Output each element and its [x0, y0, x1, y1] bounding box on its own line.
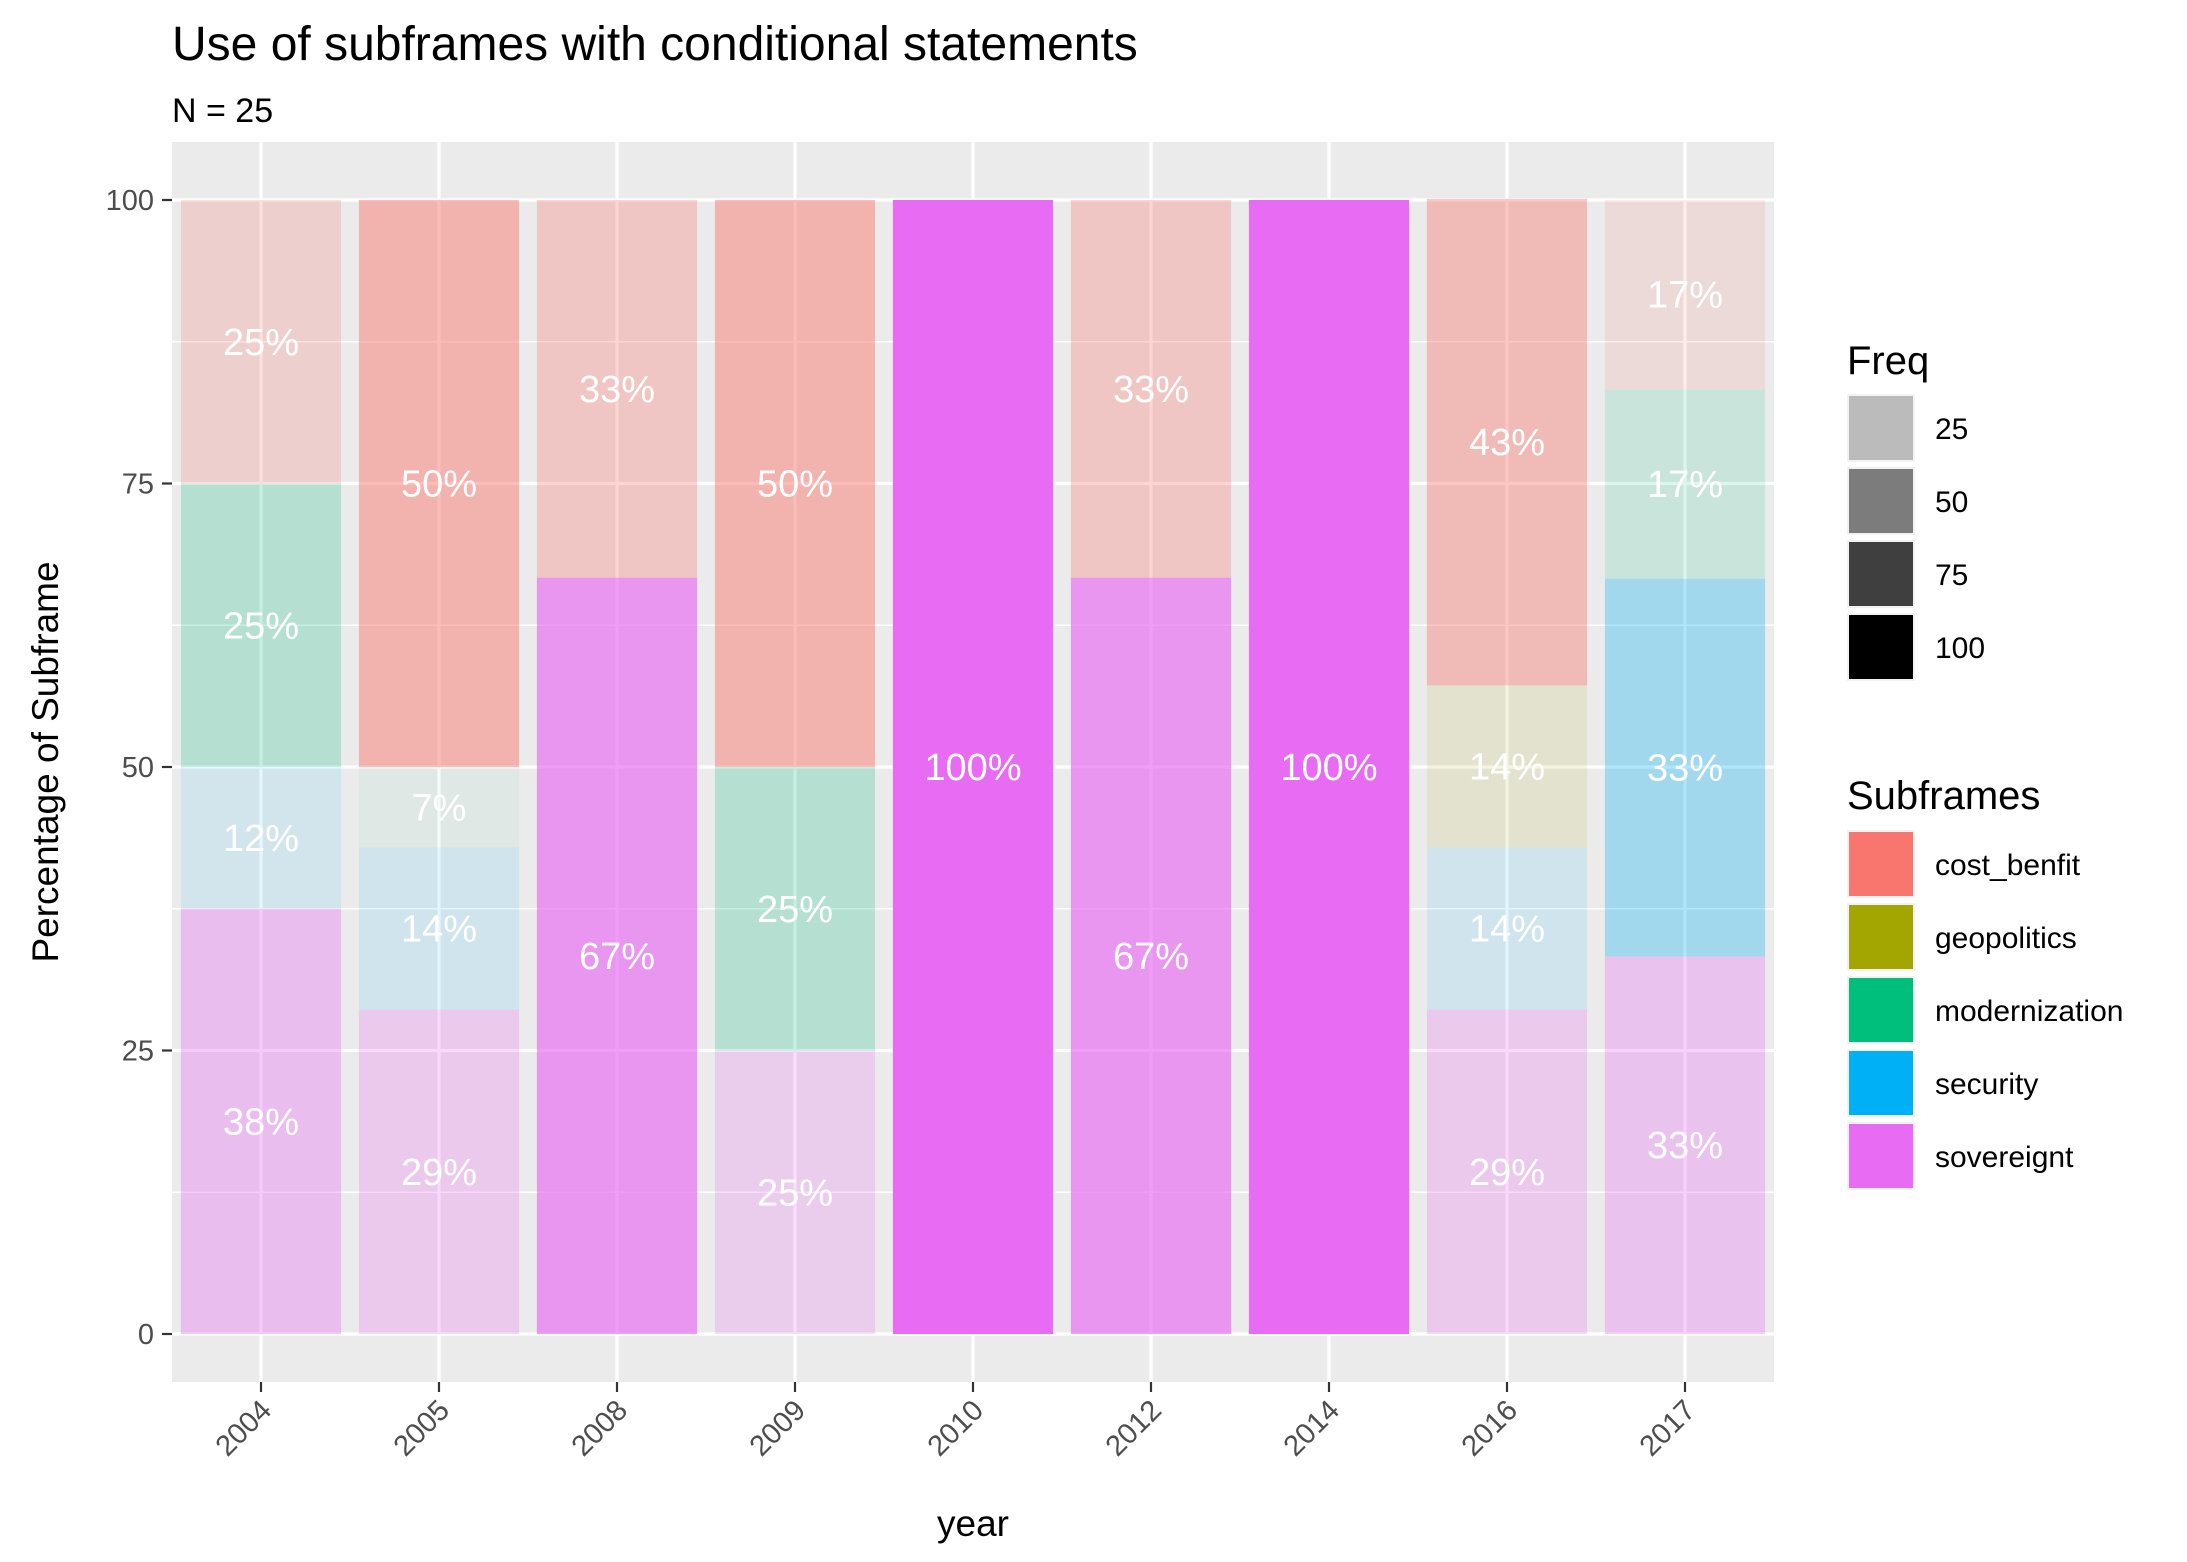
x-tick-label: 2016 [1456, 1394, 1524, 1462]
bar-segment-security-2005 [358, 847, 520, 1010]
bar-segment-cost_benfit-2016 [1426, 198, 1588, 686]
data-label-sovereignt-2010: 100% [924, 747, 1021, 789]
y-axis-title: Percentage of Subframe [25, 561, 66, 962]
data-label-security-2004: 12% [223, 818, 299, 860]
bar-segment-modernization-2005 [358, 767, 520, 848]
bar-segment-sovereignt-2012 [1070, 577, 1232, 1334]
x-axis-title: year [937, 1503, 1009, 1544]
bar-segment-security-2004 [180, 767, 342, 909]
bar-segment-modernization-2009 [714, 767, 876, 1051]
data-label-sovereignt-2014: 100% [1280, 747, 1377, 789]
legend-freq-key-25 [1849, 396, 1913, 460]
data-label-cost_benfit-2016: 43% [1469, 422, 1545, 464]
bar-segment-geopolitics-2016 [1426, 685, 1588, 848]
bar-segment-sovereignt-2008 [536, 577, 698, 1334]
legend-freq-keys: 25 50 75 100 [1847, 394, 1985, 681]
legend-subframe-label: cost_benfit [1935, 849, 2081, 882]
bar-segment-sovereignt-2005 [358, 1009, 520, 1334]
x-tick-label: 2009 [744, 1394, 812, 1462]
data-labels: 38% 12% 25% 25% 29% 14% 7% 50% 67% 33% 25% 25% 50% 10… [223, 275, 1723, 1215]
data-label-sovereignt-2009: 25% [757, 1172, 833, 1214]
y-tick-label: 100 [106, 185, 154, 217]
data-label-modernization-2009: 25% [757, 889, 833, 931]
legend-freq-key-100 [1849, 615, 1913, 679]
x-tick-label: 2008 [566, 1394, 634, 1462]
data-label-modernization-2017: 17% [1647, 464, 1723, 506]
legend-subframe-label: geopolitics [1935, 922, 2077, 955]
y-axis: 0 25 50 75 100 [106, 185, 172, 1351]
bar-segment-cost_benfit-2017 [1604, 200, 1766, 390]
data-label-security-2017: 33% [1647, 748, 1723, 790]
bar-segment-sovereignt-2010 [892, 200, 1054, 1334]
legend-subframe-label: security [1935, 1068, 2038, 1101]
bar-segment-sovereignt-2016 [1426, 1009, 1588, 1334]
legend-subframe-key-cost_benfit [1849, 832, 1913, 896]
legend-freq-label: 100 [1935, 632, 1985, 665]
bar-segment-sovereignt-2014 [1248, 200, 1410, 1334]
data-label-cost_benfit-2008: 33% [579, 369, 655, 411]
bar-segment-cost_benfit-2008 [536, 200, 698, 578]
chart-title: Use of subframes with conditional statem… [172, 18, 1138, 71]
x-tick-label: 2017 [1634, 1394, 1702, 1462]
data-label-cost_benfit-2004: 25% [223, 322, 299, 364]
data-label-modernization-2004: 25% [223, 605, 299, 647]
data-label-security-2005: 14% [401, 909, 477, 951]
bars [180, 198, 1766, 1334]
data-label-security-2016: 14% [1469, 909, 1545, 951]
data-label-sovereignt-2017: 33% [1647, 1125, 1723, 1167]
legend-subframe-label: sovereignt [1935, 1141, 2074, 1174]
x-tick-label: 2014 [1278, 1394, 1346, 1462]
x-tick-label: 2005 [388, 1394, 456, 1462]
bar-segment-security-2016 [1426, 847, 1588, 1010]
legend-freq-label: 50 [1935, 486, 1968, 519]
y-tick-label: 50 [122, 752, 154, 784]
legend: Freq 25 50 75 100 Subframes cost_benfitgeop… [1847, 339, 2123, 1190]
data-label-sovereignt-2004: 38% [223, 1101, 299, 1143]
x-tick-label: 2012 [1100, 1394, 1168, 1462]
legend-freq-label: 75 [1935, 559, 1968, 592]
bar-segment-cost_benfit-2005 [358, 200, 520, 767]
legend-freq-key-75 [1849, 542, 1913, 606]
bar-segment-modernization-2017 [1604, 389, 1766, 579]
legend-freq-key-50 [1849, 469, 1913, 533]
x-axis: 2004 2005 2008 2009 2010 2012 2014 2016 2017 [210, 1382, 1702, 1463]
bar-segment-cost_benfit-2004 [180, 200, 342, 484]
data-label-sovereignt-2016: 29% [1469, 1152, 1545, 1194]
legend-subframe-key-geopolitics [1849, 905, 1913, 969]
legend-subframes-title: Subframes [1847, 774, 2040, 818]
bar-segment-security-2017 [1604, 578, 1766, 957]
y-tick-label: 25 [122, 1036, 154, 1068]
legend-freq-key-bg [1847, 467, 1915, 535]
bar-segment-modernization-2004 [180, 483, 342, 767]
data-label-sovereignt-2005: 29% [401, 1152, 477, 1194]
bar-segment-cost_benfit-2009 [714, 200, 876, 767]
bar-segment-sovereignt-2004 [180, 908, 342, 1334]
data-label-geopolitics-2016: 14% [1469, 746, 1545, 788]
bar-segment-sovereignt-2009 [714, 1050, 876, 1334]
data-label-sovereignt-2012: 67% [1113, 936, 1189, 978]
data-label-cost_benfit-2009: 50% [757, 464, 833, 506]
x-tick-label: 2004 [210, 1394, 278, 1462]
legend-subframe-key-security [1849, 1051, 1913, 1115]
y-tick-label: 0 [138, 1319, 154, 1351]
legend-subframe-key-modernization [1849, 978, 1913, 1042]
chart-subtitle: N = 25 [172, 92, 273, 130]
bar-segment-sovereignt-2017 [1604, 956, 1766, 1334]
legend-freq-title: Freq [1847, 339, 1929, 383]
data-label-cost_benfit-2017: 17% [1647, 275, 1723, 317]
legend-subframes-keys: cost_benfit geopolitics modernization secur… [1847, 830, 2123, 1190]
y-tick-label: 75 [122, 469, 154, 501]
legend-freq-label: 25 [1935, 413, 1968, 446]
legend-subframe-label: modernization [1935, 995, 2123, 1028]
data-label-cost_benfit-2012: 33% [1113, 369, 1189, 411]
data-label-sovereignt-2008: 67% [579, 936, 655, 978]
data-label-cost_benfit-2005: 50% [401, 464, 477, 506]
x-tick-label: 2010 [922, 1394, 990, 1462]
legend-subframe-key-sovereignt [1849, 1124, 1913, 1188]
bar-segment-cost_benfit-2012 [1070, 200, 1232, 578]
legend-freq-key-bg [1847, 394, 1915, 462]
data-label-modernization-2005: 7% [412, 787, 467, 829]
